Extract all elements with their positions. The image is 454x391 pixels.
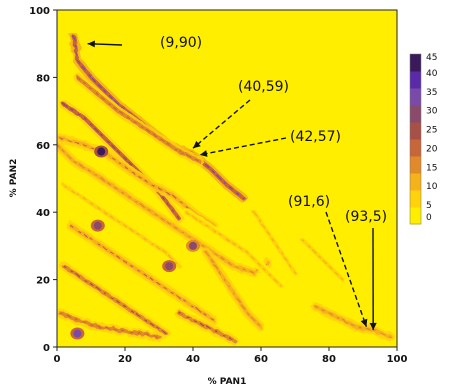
colorbar-swatch — [410, 190, 421, 208]
colorbar: 0 5 10 15 20 25 30 35 40 45 — [410, 53, 438, 225]
colorbar-tick-label: 25 — [426, 126, 437, 136]
x-axis: 0 20 40 60 80 100 — [54, 347, 408, 365]
colorbar-tick-label: 45 — [426, 53, 437, 63]
colorbar-tick-label: 0 — [426, 213, 432, 223]
x-tick-label: 20 — [118, 354, 132, 365]
colorbar-tick-label: 35 — [426, 88, 437, 98]
colorbar-swatch — [410, 54, 421, 72]
hotspot — [94, 222, 102, 230]
y-axis-title: % PAN2 — [9, 159, 19, 198]
colorbar-swatch — [410, 156, 421, 174]
y-tick-label: 40 — [36, 208, 50, 219]
annotation-label: (40,59) — [238, 79, 289, 95]
x-tick-label: 40 — [186, 354, 200, 365]
colorbar-swatch — [410, 173, 421, 191]
y-tick-label: 20 — [36, 276, 50, 287]
hotspot — [189, 242, 197, 250]
colorbar-swatch — [410, 88, 421, 106]
x-tick-label: 80 — [322, 354, 336, 365]
annotation-label: (42,57) — [290, 129, 341, 145]
colorbar-swatch — [410, 207, 421, 225]
x-tick-label: 0 — [54, 354, 61, 365]
colorbar-tick-label: 40 — [426, 69, 438, 79]
hotspot — [165, 262, 173, 270]
colorbar-tick-label: 5 — [426, 201, 432, 211]
colorbar-swatch — [410, 105, 421, 123]
annotation-label: (91,6) — [288, 194, 330, 210]
colorbar-tick-label: 10 — [426, 182, 438, 192]
annotation-label: (9,90) — [160, 35, 202, 51]
colorbar-swatch — [410, 71, 421, 89]
colorbar-tick-label: 30 — [426, 107, 438, 117]
colorbar-tick-label: 15 — [426, 163, 437, 173]
colorbar-swatch — [410, 122, 421, 140]
x-tick-label: 100 — [387, 354, 408, 365]
annotation-label: (93,5) — [345, 209, 387, 225]
colorbar-swatch — [410, 139, 421, 157]
hotspot — [97, 148, 105, 156]
x-tick-label: 60 — [254, 354, 268, 365]
y-axis: 0 20 40 60 80 100 — [29, 6, 57, 354]
colorbar-tick-label: 20 — [426, 144, 438, 154]
hotspot — [73, 330, 81, 338]
y-tick-label: 0 — [43, 343, 50, 354]
y-tick-label: 100 — [29, 6, 50, 17]
y-tick-label: 60 — [36, 141, 50, 152]
y-tick-label: 80 — [36, 73, 50, 84]
x-axis-title: % PAN1 — [208, 377, 247, 387]
